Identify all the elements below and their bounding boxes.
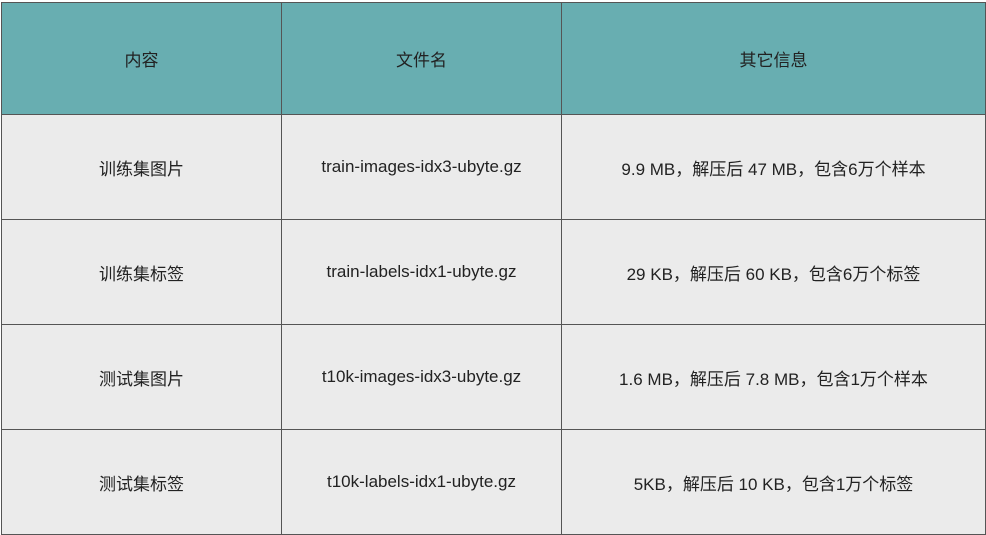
header-row: 内容 文件名 其它信息 <box>1 2 986 115</box>
table-row: 训练集标签 train-labels-idx1-ubyte.gz 29 KB，解压后… <box>1 219 986 325</box>
header-content: 内容 <box>1 2 282 115</box>
cell-filename: train-labels-idx1-ubyte.gz <box>281 219 562 325</box>
cell-info: 5KB，解压后 10 KB，包含1万个标签 <box>561 429 986 535</box>
cell-filename: t10k-images-idx3-ubyte.gz <box>281 324 562 430</box>
cell-filename: t10k-labels-idx1-ubyte.gz <box>281 429 562 535</box>
cell-filename: train-images-idx3-ubyte.gz <box>281 114 562 220</box>
cell-content: 训练集标签 <box>1 219 282 325</box>
cell-info: 1.6 MB，解压后 7.8 MB，包含1万个样本 <box>561 324 986 430</box>
table-row: 测试集图片 t10k-images-idx3-ubyte.gz 1.6 MB，解压后… <box>1 324 986 430</box>
cell-info: 29 KB，解压后 60 KB，包含6万个标签 <box>561 219 986 325</box>
table-row: 训练集图片 train-images-idx3-ubyte.gz 9.9 MB，解压… <box>1 114 986 220</box>
table-row: 测试集标签 t10k-labels-idx1-ubyte.gz 5KB，解压后 10… <box>1 429 986 535</box>
cell-content: 训练集图片 <box>1 114 282 220</box>
header-filename: 文件名 <box>281 2 562 115</box>
cell-info: 9.9 MB，解压后 47 MB，包含6万个样本 <box>561 114 986 220</box>
cell-content: 测试集图片 <box>1 324 282 430</box>
cell-content: 测试集标签 <box>1 429 282 535</box>
header-info: 其它信息 <box>561 2 986 115</box>
